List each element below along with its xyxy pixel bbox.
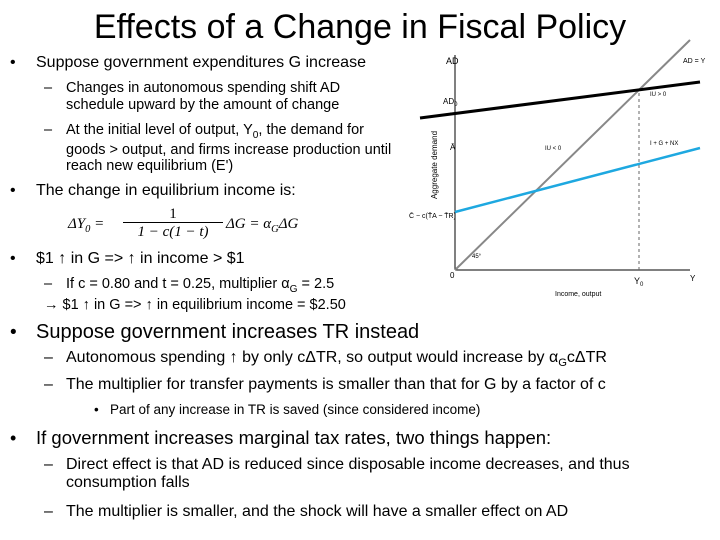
sub-text: The multiplier for transfer payments is … (66, 376, 606, 393)
bullet-text: The change in equilibrium income is: (36, 182, 296, 199)
axis-title: Income, output (555, 291, 601, 298)
line-label: AD = Y (683, 58, 706, 65)
line-45 (454, 39, 691, 271)
denominator: 1 − c(1 − t) (137, 224, 209, 240)
bullet: • (10, 428, 17, 448)
sub-text: Direct effect is that AD is reduced sinc… (66, 456, 630, 492)
bullet-text: Suppose government expenditures G increa… (36, 54, 366, 71)
sub-text: → $1 ↑ in G => ↑ in equilibrium income =… (44, 297, 346, 313)
origin: 0 (450, 271, 455, 280)
bullet: • (10, 250, 16, 267)
subscript: G (558, 357, 567, 370)
subscript: 0 (454, 102, 458, 108)
text: ΔG = α (226, 216, 272, 232)
ad-line (419, 80, 701, 120)
label: I + G + NX (650, 141, 678, 147)
ad-line-blue (454, 146, 701, 214)
text: AD (443, 97, 454, 106)
dash: – (44, 376, 53, 393)
numerator: 1 (169, 206, 177, 222)
label: AD0 (443, 97, 458, 108)
text: cΔTR (566, 349, 607, 366)
text: ΔY (68, 216, 86, 232)
label: C̄ − c(T̄A − T̄R) (409, 212, 456, 220)
text: At the initial level of output, Y (66, 122, 253, 138)
bullet-text: Suppose government increases TR instead (36, 321, 420, 343)
text: = (94, 216, 105, 232)
subscript: 0 (85, 224, 91, 235)
fraction-bar (123, 222, 223, 223)
text: If c = 0.80 and t = 0.25, multiplier α (66, 276, 290, 292)
text: Autonomous spending ↑ by only cΔTR, so o… (66, 349, 559, 366)
subscript: 0 (640, 282, 644, 288)
text: Y (634, 276, 640, 286)
label: IU > 0 (650, 92, 667, 98)
sub-text: The multiplier is smaller, and the shock… (66, 503, 569, 520)
dash: – (44, 456, 53, 473)
axis-label: AD (446, 56, 459, 66)
subscript: 0 (252, 129, 259, 141)
bullet-text: If government increases marginal tax rat… (36, 427, 552, 448)
dash: – (44, 80, 53, 96)
sub-text: Changes in autonomous spending shift AD … (66, 80, 341, 113)
dash: – (44, 503, 53, 520)
formula-rhs: ΔG = αGΔG (226, 216, 298, 236)
sub-text: If c = 0.80 and t = 0.25, multiplier αG … (66, 276, 334, 296)
dash: – (44, 276, 53, 292)
text: , the demand for goods > output, and fir… (66, 122, 392, 175)
label: IU < 0 (545, 146, 562, 152)
label: Y0 (634, 276, 644, 288)
sub-sub-text: Part of any increase in TR is saved (sin… (110, 402, 481, 417)
text: = 2.5 (297, 276, 335, 292)
bullet-text: $1 ↑ in G => ↑ in income > $1 (36, 250, 245, 267)
label: Ā (450, 143, 456, 152)
bullet: • (94, 402, 99, 417)
title: Effects of a Change in Fiscal Policy (93, 8, 627, 46)
sub-text: At the initial level of output, Y0, the … (66, 122, 401, 175)
bullet: • (10, 322, 17, 343)
axis-label: Y (690, 274, 696, 283)
bullet: • (10, 182, 16, 199)
dash: – (44, 122, 53, 138)
bullet: • (10, 54, 16, 71)
label: 45° (472, 254, 482, 260)
axis-title: Aggregate demand (430, 131, 439, 199)
subscript: G (289, 283, 298, 295)
subscript: G (271, 224, 279, 235)
sub-text: Autonomous spending ↑ by only cΔTR, so o… (66, 349, 607, 370)
formula-lhs: ΔY0 = (68, 216, 104, 236)
dash: – (44, 349, 53, 366)
text: ΔG (278, 216, 299, 232)
